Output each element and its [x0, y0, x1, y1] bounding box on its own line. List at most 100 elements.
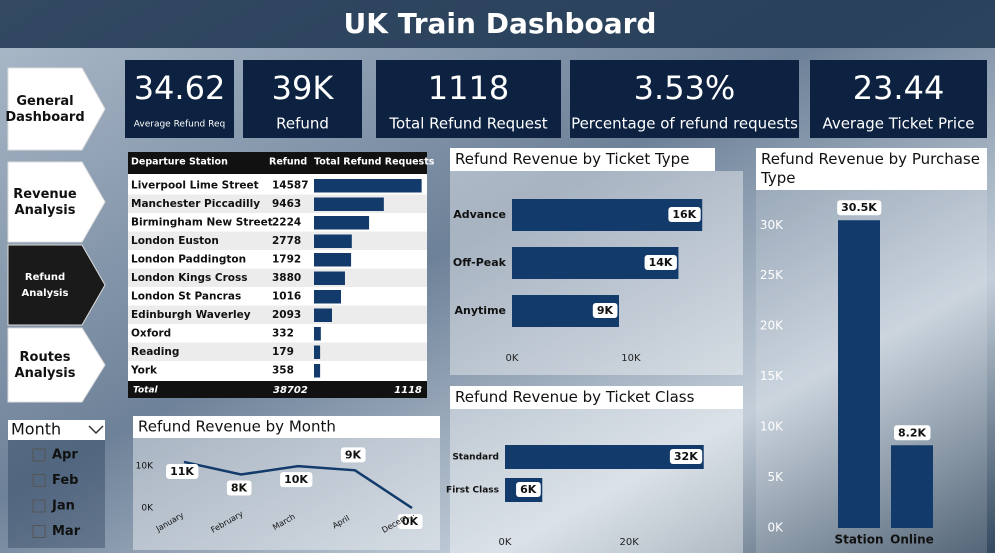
kpi-value: 23.44	[853, 69, 945, 107]
y-tick-label: 10K	[760, 420, 784, 434]
nav-button[interactable]	[7, 161, 106, 243]
kpi-label: Average Ticket Price	[822, 115, 974, 133]
nav-label[interactable]: Refund Analysis	[22, 272, 69, 299]
request-bar	[314, 197, 384, 211]
request-bar	[314, 308, 332, 322]
refund: 3880	[272, 272, 301, 284]
value-label-bg	[837, 200, 882, 216]
y-tick-label: 0K	[141, 504, 154, 514]
value-label-bg	[226, 480, 252, 496]
table-header	[128, 152, 427, 174]
chart-area	[133, 438, 440, 550]
slicer-item[interactable]: Mar	[52, 524, 81, 539]
value-label: 9K	[345, 448, 362, 461]
value-label-bg	[516, 482, 541, 497]
request-bar	[314, 179, 422, 193]
checkbox[interactable]	[32, 525, 46, 538]
nav-label[interactable]: General Dashboard	[5, 94, 84, 125]
kpi-card	[243, 60, 362, 138]
nav-button[interactable]	[7, 327, 106, 403]
refund: 2093	[272, 309, 301, 321]
x-tick-label: 0K	[499, 537, 512, 548]
kpi-label: Refund	[276, 115, 329, 133]
value-label-bg	[668, 207, 701, 222]
slicer-header[interactable]	[8, 420, 105, 440]
value-label: 8K	[231, 482, 248, 495]
refund: 2224	[272, 216, 301, 228]
checkbox[interactable]	[32, 499, 46, 513]
row-stripe	[128, 305, 427, 324]
nav-label[interactable]: Revenue Analysis	[13, 187, 77, 218]
y-tick-label: 15K	[760, 369, 784, 383]
nav-button[interactable]	[7, 244, 106, 326]
value-label: 14K	[649, 256, 673, 269]
slicer-bg	[8, 420, 105, 548]
x-tick-label: 0K	[506, 353, 519, 364]
category-label: Station	[834, 533, 883, 547]
value-label-bg	[669, 449, 703, 464]
kpi-value: 1118	[428, 69, 509, 107]
value-label-bg	[166, 463, 199, 479]
column-header: Refund	[269, 157, 307, 168]
category-label: Off-Peak	[453, 256, 507, 269]
kpi-card	[125, 60, 234, 138]
nav: General Dashboard Revenue Analysis Refund Ana…	[5, 67, 106, 403]
row-stripe	[128, 231, 427, 250]
value-label: 10K	[284, 473, 308, 486]
slicer-item[interactable]: Apr	[52, 448, 78, 463]
value-label: 8.2K	[898, 426, 926, 439]
kpi-label: Average Refund Req	[134, 120, 225, 130]
chart-title: Refund Revenue by Ticket Type	[455, 150, 689, 168]
request-bar	[314, 345, 321, 359]
nav-button[interactable]	[7, 67, 106, 151]
value-label: 9K	[597, 304, 614, 317]
kpis: 34.62 Average Refund Req 39K Refund 1118 Tota…	[125, 60, 987, 138]
row-stripe	[128, 268, 427, 287]
dropdown-icon[interactable]	[88, 425, 104, 435]
line	[183, 460, 413, 510]
value-label: 11K	[170, 465, 194, 478]
kpi-value: 39K	[272, 69, 335, 107]
chart-title-box	[133, 416, 440, 438]
request-bar	[314, 216, 370, 230]
checkbox[interactable]	[32, 474, 46, 487]
request-bar	[314, 271, 345, 285]
station: Edinburgh Waverley	[131, 309, 251, 321]
value-label: 32K	[674, 450, 698, 463]
refund: 1016	[272, 290, 301, 302]
row-stripe	[128, 342, 427, 361]
y-tick-label: 5K	[767, 470, 784, 484]
chart-title: Refund Revenue by Ticket Class	[455, 388, 695, 406]
station: London St Pancras	[131, 290, 241, 302]
chart-title: Refund Revenue by Purchase Type	[760, 150, 980, 187]
category-label: Advance	[453, 208, 506, 221]
refund: 358	[272, 364, 294, 376]
header-bar	[0, 0, 995, 48]
slicer-item[interactable]: Jan	[51, 499, 75, 514]
refund: 14587	[272, 179, 309, 191]
category-label: Online	[890, 533, 934, 547]
slicer-item[interactable]: Feb	[52, 473, 78, 488]
station: Reading	[131, 346, 179, 358]
checkbox[interactable]	[32, 448, 46, 462]
station: York	[130, 364, 158, 376]
station: London Kings Cross	[131, 272, 247, 284]
y-tick-label: 10K	[136, 462, 154, 472]
value-label: 16K	[672, 208, 696, 221]
column-header: Departure Station	[131, 157, 228, 168]
station: Oxford	[131, 327, 171, 339]
y-tick-label: 0K	[767, 521, 784, 535]
value-label-bg	[592, 303, 618, 318]
x-tick-label: 20K	[620, 537, 640, 548]
kpi-value: 34.62	[134, 69, 226, 107]
total-row	[128, 381, 427, 398]
station: London Euston	[131, 235, 219, 247]
value-label: 6K	[520, 483, 537, 496]
kpi-label: Total Refund Request	[388, 115, 547, 133]
kpi-card	[376, 60, 561, 138]
x-tick-label: 10K	[621, 353, 641, 364]
category-label: First Class	[446, 486, 499, 496]
nav-label[interactable]: Routes Analysis	[15, 350, 76, 381]
column-header: Total Refund Requests	[314, 157, 435, 168]
request-bar	[314, 327, 321, 341]
